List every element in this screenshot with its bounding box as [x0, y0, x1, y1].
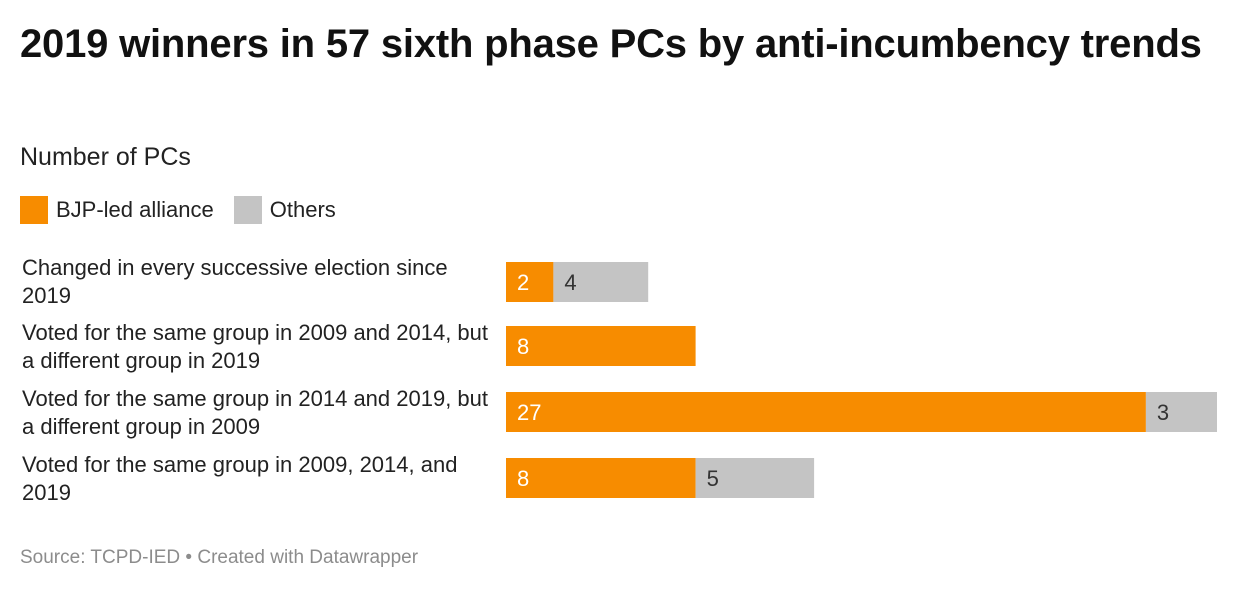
row-label-same-all-three: Voted for the same group in 2009, 2014, … [22, 452, 458, 505]
legend: BJP-led alliance Others [20, 196, 356, 224]
bar-others-row-3 [1145, 392, 1217, 432]
row-label-same-2009-2014: Voted for the same group in 2009 and 201… [22, 320, 489, 373]
legend-label-bjp: BJP-led alliance [56, 197, 214, 222]
bar-bjp-row-1 [506, 262, 554, 302]
data-label-others-row-4: 5 [707, 466, 719, 491]
bar-bjp-row-3 [506, 392, 1146, 432]
legend-label-others: Others [269, 197, 336, 222]
legend-swatch-others [233, 196, 262, 224]
data-label-others-row-3: 3 [1157, 400, 1169, 425]
data-label-bjp-row-3: 27 [517, 400, 541, 425]
row-label-same-2014-2019: Voted for the same group in 2014 and 201… [22, 386, 489, 439]
data-label-bjp-row-4: 8 [517, 466, 529, 491]
row-label-changed-every-election: Changed in every successive election sin… [22, 255, 448, 308]
legend-item-others: Others [233, 196, 336, 224]
source-note: Source: TCPD-IED • Created with Datawrap… [20, 547, 419, 568]
chart-title: 2019 winners in 57 sixth phase PCs by an… [20, 22, 1202, 66]
bar-bjp-row-2 [506, 326, 696, 366]
legend-item-bjp: BJP-led alliance [20, 196, 214, 224]
legend-swatch-bjp [20, 196, 48, 224]
bar-others-row-4 [695, 458, 815, 498]
data-label-others-row-1: 4 [564, 270, 576, 295]
data-label-bjp-row-2: 8 [517, 334, 529, 359]
bar-others-row-1 [553, 262, 649, 302]
chart-subtitle: Number of PCs [20, 143, 191, 171]
bar-bjp-row-4 [506, 458, 696, 498]
data-label-bjp-row-1: 2 [517, 270, 529, 295]
